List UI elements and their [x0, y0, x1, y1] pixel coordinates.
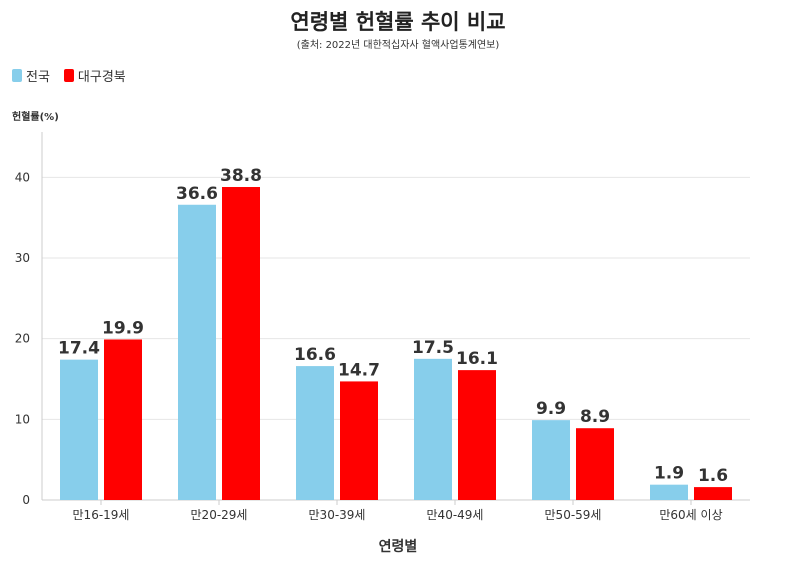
data-label: 8.9: [580, 407, 610, 427]
y-tick-label: 30: [15, 251, 30, 265]
x-tick-label: 만50-59세: [545, 508, 602, 522]
bar-nationwide: [178, 204, 216, 500]
x-axis-label: 연령별: [378, 539, 418, 555]
y-tick-label: 10: [15, 412, 30, 426]
y-tick-label: 40: [15, 170, 30, 184]
bar-nationwide: [650, 484, 688, 500]
chart-title: 연령별 헌혈률 추이 비교: [290, 10, 506, 34]
legend-label-daegu: 대구경북: [77, 70, 126, 85]
legend: 전국 대구경북: [12, 66, 126, 85]
bar-daegu: [104, 339, 142, 500]
bar-nationwide: [414, 358, 452, 500]
data-label: 9.9: [536, 399, 566, 419]
x-tick-label: 만60세 이상: [659, 508, 722, 522]
data-label: 38.8: [220, 166, 262, 186]
bar-daegu: [694, 487, 732, 500]
data-label: 14.7: [338, 360, 380, 380]
legend-item-daegu[interactable]: 대구경북: [63, 66, 126, 85]
y-axis-label: 헌혈률(%): [12, 112, 59, 123]
data-label: 1.9: [654, 464, 684, 484]
data-label: 36.6: [176, 184, 218, 204]
bar-nationwide: [60, 359, 98, 500]
bar-daegu: [222, 187, 260, 500]
data-label: 16.1: [456, 349, 498, 369]
y-tick-label: 20: [15, 332, 30, 346]
x-tick-label: 만20-29세: [191, 508, 248, 522]
bar-daegu: [576, 428, 614, 500]
bar-nationwide: [532, 420, 570, 500]
bar-daegu: [458, 370, 496, 500]
x-tick-label: 만40-49세: [427, 508, 484, 522]
bar-nationwide: [296, 366, 334, 500]
legend-swatch-daegu: [63, 69, 74, 82]
legend-swatch-nationwide: [12, 69, 22, 82]
chart-subtitle: (출처: 2022년 대한적십자사 혈액사업통계연보): [296, 40, 500, 51]
bar-daegu: [340, 381, 378, 500]
data-label: 19.9: [102, 318, 144, 338]
data-label: 16.6: [294, 345, 336, 365]
legend-label-nationwide: 전국: [26, 70, 50, 85]
y-tick-label: 0: [22, 493, 30, 507]
data-label: 17.4: [58, 339, 100, 359]
legend-item-nationwide[interactable]: 전국: [12, 66, 50, 85]
x-tick-label: 만30-39세: [309, 508, 366, 522]
data-label: 1.6: [698, 466, 728, 486]
data-label: 17.5: [412, 338, 454, 358]
x-tick-label: 만16-19세: [73, 508, 130, 522]
